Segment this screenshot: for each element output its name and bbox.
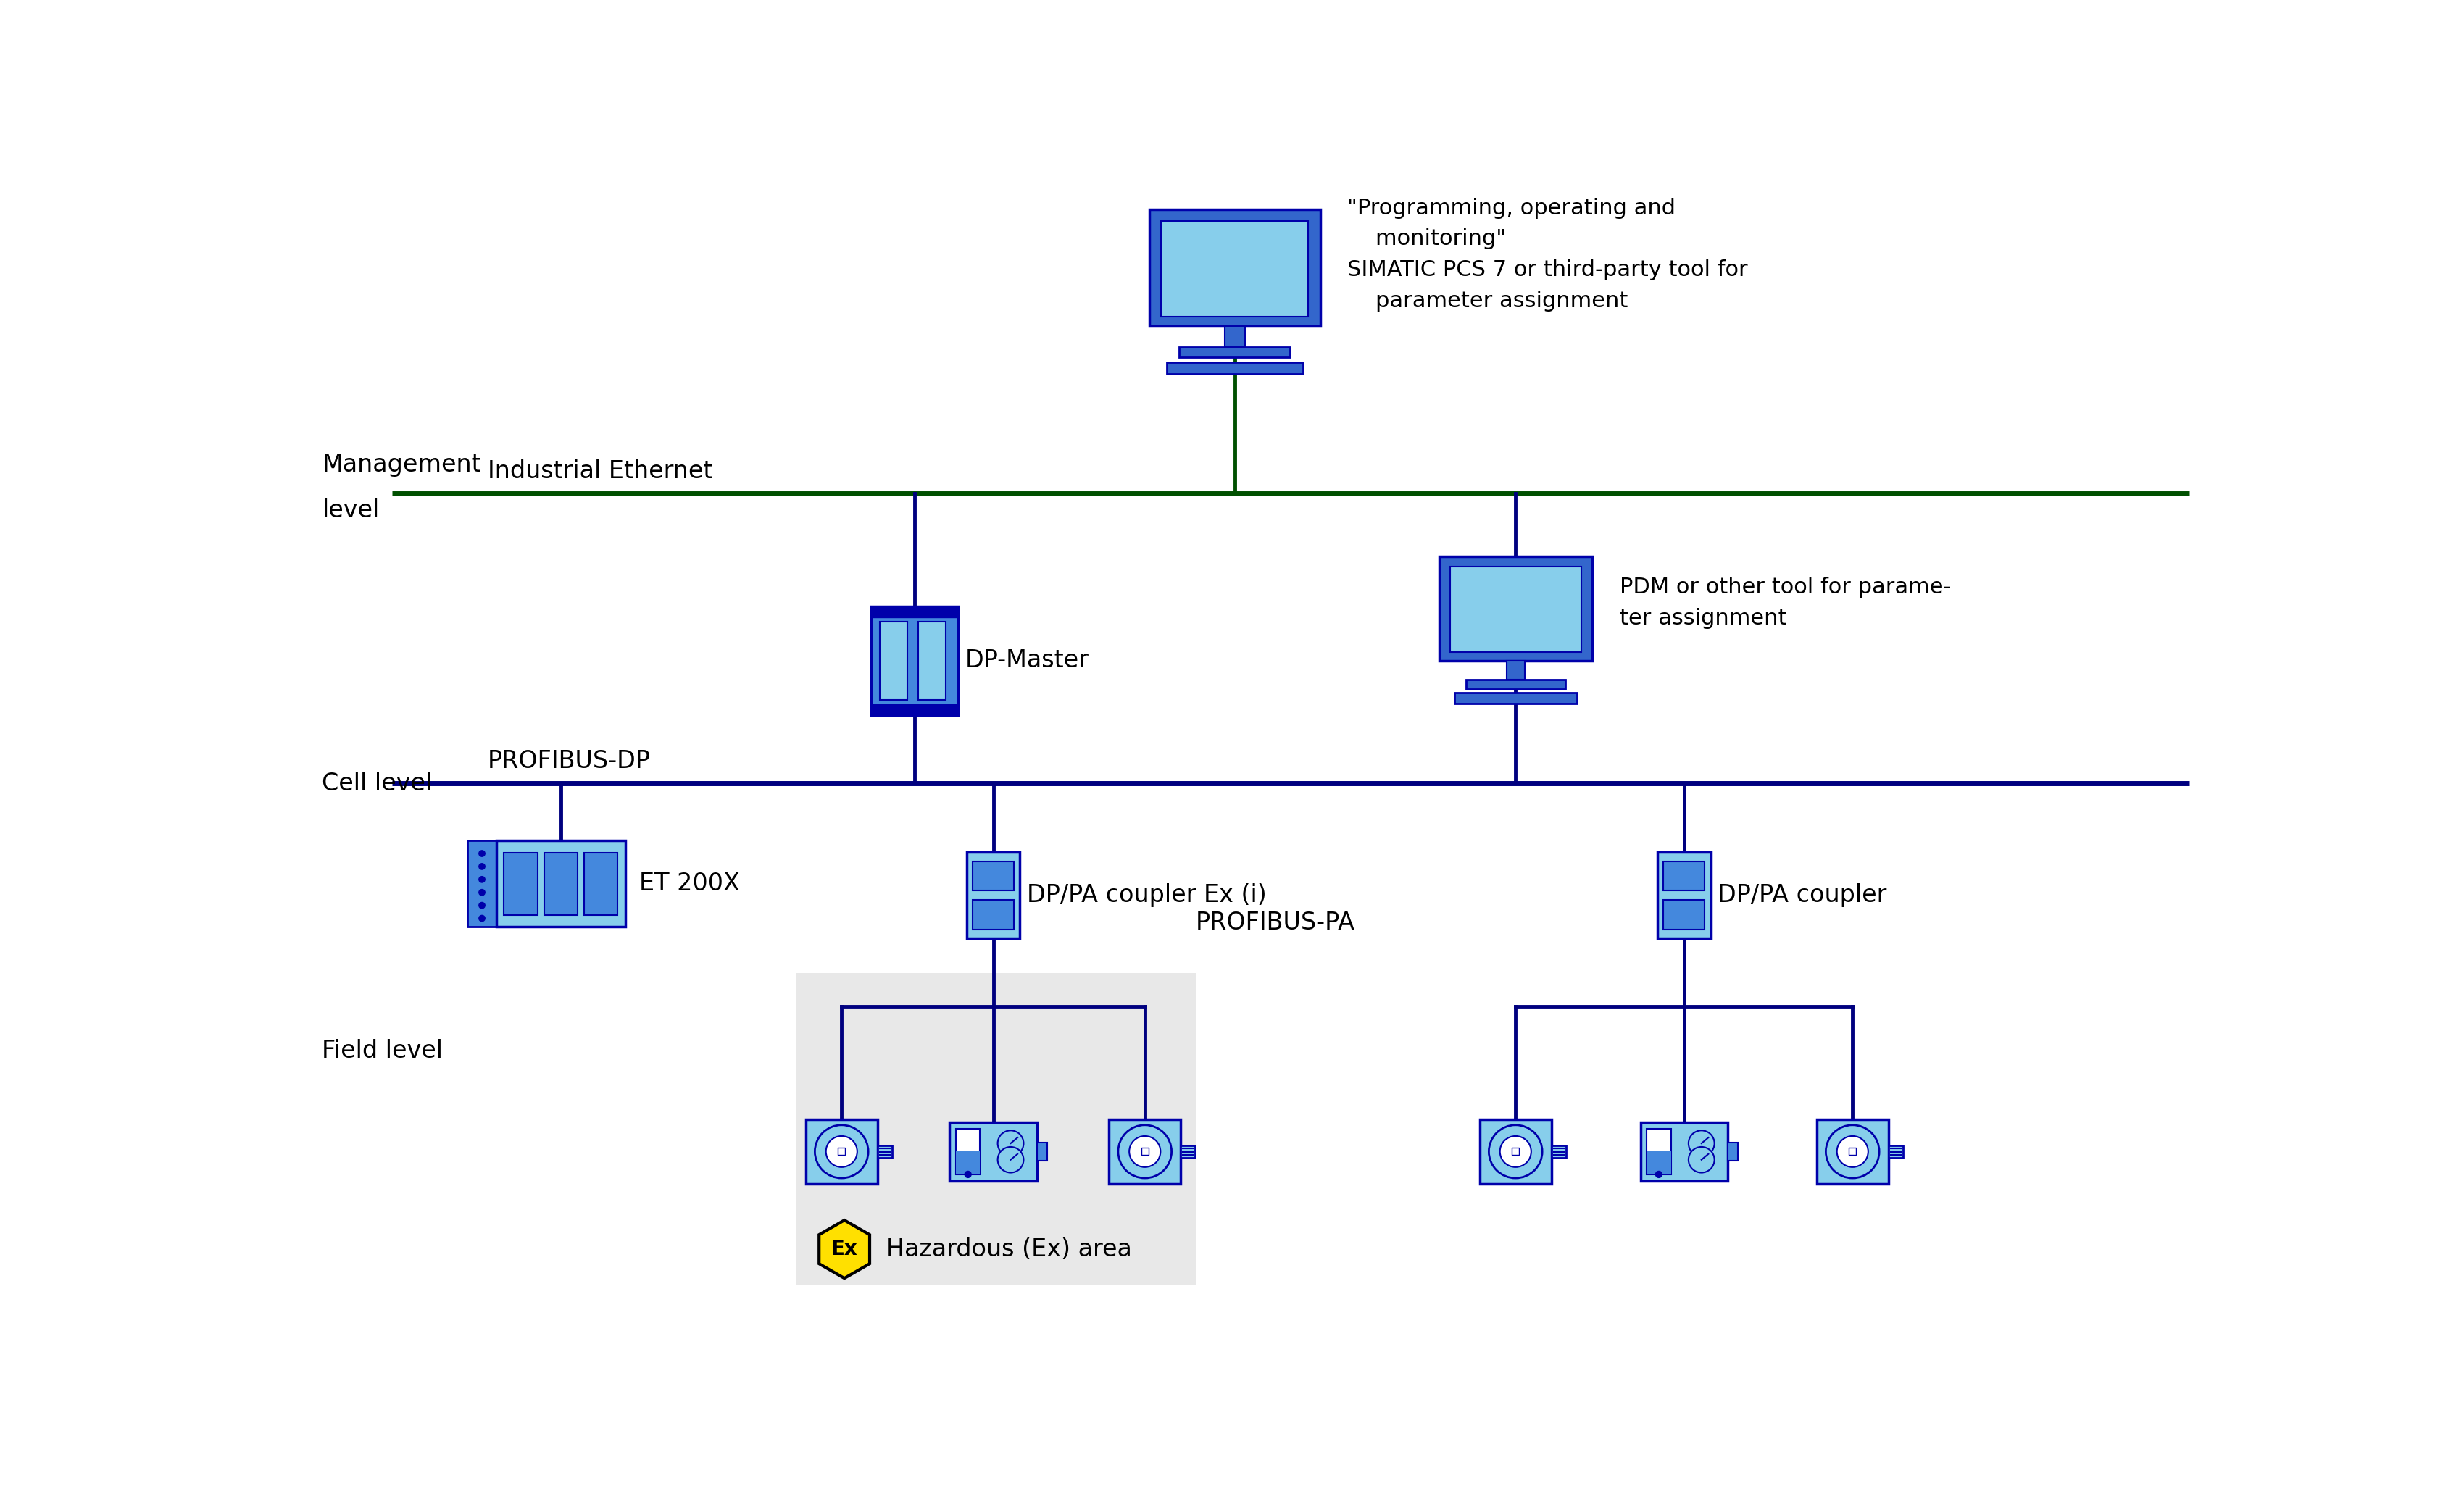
Circle shape (816, 1126, 867, 1178)
FancyBboxPatch shape (956, 1129, 981, 1174)
FancyBboxPatch shape (1225, 326, 1244, 347)
FancyBboxPatch shape (1641, 1123, 1727, 1181)
Circle shape (998, 1130, 1023, 1156)
FancyBboxPatch shape (872, 606, 958, 616)
FancyBboxPatch shape (1513, 1148, 1520, 1154)
FancyBboxPatch shape (505, 853, 537, 915)
Text: DP/PA coupler Ex (i): DP/PA coupler Ex (i) (1027, 883, 1266, 907)
FancyBboxPatch shape (1439, 556, 1592, 660)
FancyBboxPatch shape (1646, 1129, 1671, 1174)
FancyBboxPatch shape (1887, 1145, 1902, 1157)
Circle shape (1688, 1147, 1715, 1172)
Circle shape (998, 1147, 1023, 1172)
Circle shape (825, 1136, 857, 1166)
Circle shape (1129, 1136, 1161, 1166)
FancyBboxPatch shape (838, 1148, 845, 1154)
FancyBboxPatch shape (1449, 567, 1582, 653)
Circle shape (478, 889, 485, 895)
Circle shape (478, 903, 485, 909)
FancyBboxPatch shape (1180, 347, 1291, 357)
FancyBboxPatch shape (1816, 1120, 1887, 1185)
Circle shape (478, 850, 485, 856)
FancyBboxPatch shape (919, 621, 946, 699)
FancyBboxPatch shape (1141, 1148, 1148, 1154)
FancyBboxPatch shape (1180, 1145, 1195, 1157)
FancyBboxPatch shape (1466, 680, 1565, 689)
FancyBboxPatch shape (1646, 1151, 1671, 1174)
Circle shape (478, 915, 485, 921)
FancyBboxPatch shape (796, 974, 1195, 1285)
Text: level: level (323, 499, 379, 523)
FancyBboxPatch shape (1454, 693, 1577, 704)
FancyBboxPatch shape (468, 841, 495, 927)
FancyBboxPatch shape (1037, 1142, 1047, 1160)
FancyBboxPatch shape (973, 900, 1015, 930)
FancyBboxPatch shape (973, 860, 1015, 891)
Circle shape (966, 1171, 971, 1177)
Text: PROFIBUS-DP: PROFIBUS-DP (488, 749, 650, 773)
Text: Management: Management (323, 452, 480, 476)
Polygon shape (818, 1221, 870, 1278)
Text: Ex: Ex (830, 1239, 857, 1260)
FancyBboxPatch shape (1658, 851, 1710, 939)
Circle shape (1688, 1130, 1715, 1156)
FancyBboxPatch shape (872, 606, 958, 714)
Text: "Programming, operating and
    monitoring"
SIMATIC PCS 7 or third-party tool fo: "Programming, operating and monitoring" … (1348, 197, 1747, 312)
FancyBboxPatch shape (806, 1120, 877, 1185)
Text: PROFIBUS-PA: PROFIBUS-PA (1195, 910, 1355, 934)
FancyBboxPatch shape (956, 1151, 981, 1174)
Circle shape (478, 864, 485, 870)
FancyBboxPatch shape (1161, 222, 1308, 316)
FancyBboxPatch shape (584, 853, 618, 915)
FancyBboxPatch shape (495, 841, 626, 927)
Circle shape (1656, 1171, 1663, 1177)
Text: Cell level: Cell level (323, 772, 431, 796)
Circle shape (1119, 1126, 1170, 1178)
FancyBboxPatch shape (1727, 1142, 1737, 1160)
FancyBboxPatch shape (1165, 362, 1303, 374)
Text: Hazardous (Ex) area: Hazardous (Ex) area (887, 1237, 1131, 1261)
FancyBboxPatch shape (966, 851, 1020, 939)
Text: DP/PA coupler: DP/PA coupler (1717, 883, 1887, 907)
Text: Field level: Field level (323, 1040, 444, 1062)
FancyBboxPatch shape (1481, 1120, 1552, 1185)
FancyBboxPatch shape (1848, 1148, 1855, 1154)
FancyBboxPatch shape (545, 853, 577, 915)
FancyBboxPatch shape (1148, 209, 1321, 326)
Circle shape (1826, 1126, 1880, 1178)
Circle shape (478, 877, 485, 883)
Circle shape (1488, 1126, 1542, 1178)
FancyBboxPatch shape (1663, 900, 1705, 930)
FancyBboxPatch shape (877, 1145, 892, 1157)
FancyBboxPatch shape (872, 704, 958, 714)
FancyBboxPatch shape (1506, 660, 1525, 680)
Circle shape (1836, 1136, 1868, 1166)
FancyBboxPatch shape (1663, 860, 1705, 891)
Text: PDM or other tool for parame-
ter assignment: PDM or other tool for parame- ter assign… (1619, 577, 1951, 628)
FancyBboxPatch shape (1552, 1145, 1567, 1157)
FancyBboxPatch shape (880, 621, 907, 699)
Text: DP-Master: DP-Master (966, 648, 1089, 672)
FancyBboxPatch shape (1109, 1120, 1180, 1185)
Text: Industrial Ethernet: Industrial Ethernet (488, 460, 712, 484)
Text: ET 200X: ET 200X (638, 873, 739, 895)
FancyBboxPatch shape (949, 1123, 1037, 1181)
Circle shape (1501, 1136, 1530, 1166)
